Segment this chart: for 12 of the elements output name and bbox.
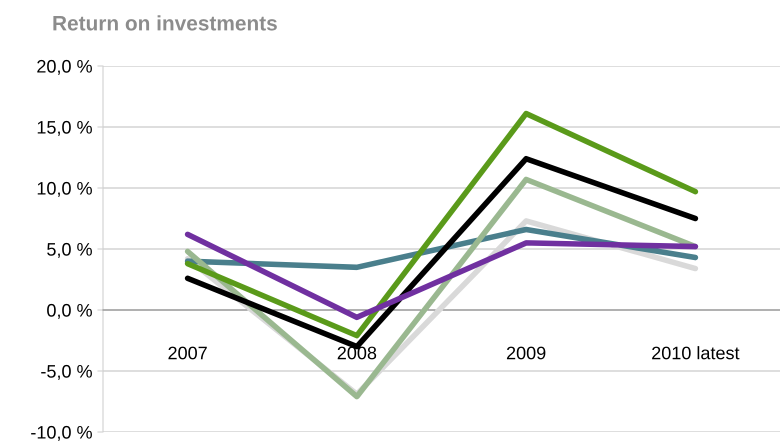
y-tick-label: 5,0 %: [47, 242, 92, 258]
x-tick-label: 2007: [168, 346, 207, 360]
x-tick-label: 2010 latest: [652, 346, 740, 360]
x-tick-label: 2008: [338, 346, 376, 360]
y-tick-label: 10,0 %: [38, 182, 92, 197]
y-tick-label: 0,0 %: [47, 304, 92, 319]
chart-title: Return on investments: [53, 15, 277, 31]
y-tick-label: 15,0 %: [38, 120, 92, 136]
y-tick-label: 20,0 %: [37, 60, 92, 75]
x-tick-label: 2009: [506, 346, 546, 360]
y-tick-label: -10,0 %: [31, 426, 92, 441]
y-tick-label: -5,0 %: [41, 364, 92, 380]
